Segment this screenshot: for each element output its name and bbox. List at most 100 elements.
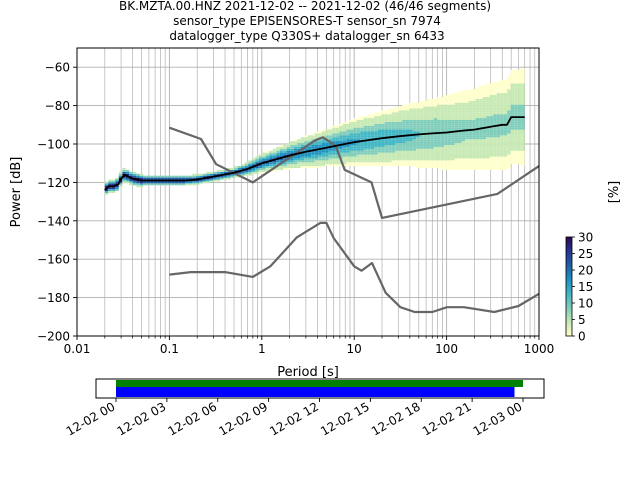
density-cell: [451, 108, 455, 111]
density-cell: [325, 148, 329, 151]
density-cell: [356, 121, 361, 124]
density-cell: [451, 144, 455, 147]
density-cell: [412, 137, 417, 140]
density-cell: [444, 108, 448, 111]
density-cell: [489, 127, 494, 130]
density-cell: [384, 116, 389, 119]
x-tick-label: 0.1: [160, 342, 179, 356]
density-cell: [419, 162, 424, 165]
density-cell: [269, 162, 273, 165]
density-cell: [440, 110, 445, 113]
density-cell: [426, 146, 431, 149]
density-cell: [482, 158, 487, 161]
density-cell: [269, 156, 273, 159]
density-cell: [374, 144, 378, 147]
coverage-bar-blue: [116, 387, 515, 397]
density-cell: [388, 148, 392, 151]
density-cell: [370, 144, 375, 147]
density-cell: [433, 146, 438, 149]
density-cell: [374, 152, 378, 155]
density-cell: [272, 150, 277, 153]
density-cell: [143, 175, 147, 178]
density-cell: [269, 154, 273, 157]
density-cell: [468, 127, 473, 130]
density-cell: [461, 123, 466, 126]
density-cell: [458, 158, 462, 161]
density-cell: [276, 160, 280, 163]
density-cell: [353, 137, 357, 140]
density-cell: [479, 114, 483, 117]
density-cell: [405, 112, 410, 115]
density-cell: [503, 110, 508, 113]
density-cell: [374, 143, 378, 145]
density-cell: [444, 135, 448, 138]
density-cell: [391, 121, 396, 124]
density-cell: [206, 177, 210, 180]
density-cell: [507, 89, 511, 92]
colorbar-tick-label: 20: [578, 264, 593, 278]
density-cell: [447, 150, 452, 153]
density-cell: [314, 164, 319, 167]
density-cell: [521, 87, 525, 90]
density-cell: [479, 144, 483, 147]
density-cell: [314, 143, 319, 145]
density-cell: [318, 164, 322, 167]
density-cell: [486, 121, 490, 124]
density-cell: [510, 154, 515, 157]
density-cell: [472, 166, 476, 168]
density-cell: [283, 154, 287, 157]
density-cell: [125, 181, 130, 184]
density-cell: [195, 183, 200, 186]
density-cell: [108, 179, 112, 182]
density-cell: [454, 98, 459, 101]
density-cell: [405, 114, 410, 117]
density-cell: [496, 144, 501, 147]
density-cell: [503, 127, 508, 130]
density-cell: [118, 185, 123, 188]
density-cell: [503, 85, 508, 88]
density-cell: [423, 158, 427, 161]
density-cell: [451, 104, 455, 107]
density-cell: [514, 77, 518, 80]
density-cell: [451, 154, 455, 157]
density-cell: [461, 152, 466, 155]
density-cell: [360, 125, 364, 128]
density-cell: [353, 121, 357, 124]
density-cell: [398, 123, 403, 126]
density-cell: [409, 123, 413, 126]
density-cell: [426, 156, 431, 159]
density-cell: [297, 154, 301, 157]
density-cell: [514, 120, 518, 122]
density-cell: [472, 91, 476, 94]
density-cell: [475, 98, 480, 101]
density-cell: [517, 77, 522, 80]
density-cell: [346, 150, 350, 153]
density-cell: [381, 148, 385, 151]
density-cell: [472, 139, 476, 142]
density-cell: [136, 181, 140, 184]
density-cell: [472, 135, 476, 138]
density-cell: [290, 146, 294, 149]
density-cell: [472, 110, 476, 113]
density-cell: [412, 131, 417, 134]
density-cell: [454, 95, 459, 97]
density-cell: [503, 104, 508, 107]
density-cell: [384, 127, 389, 130]
density-cell: [430, 148, 434, 151]
density-cell: [430, 156, 434, 159]
density-cell: [321, 129, 326, 132]
density-cell: [521, 137, 525, 140]
density-cell: [300, 156, 305, 159]
density-cell: [349, 127, 354, 130]
density-cell: [230, 169, 235, 172]
density-cell: [349, 158, 354, 161]
density-cell: [412, 123, 417, 126]
density-cell: [430, 146, 434, 149]
density-cell: [496, 104, 501, 107]
density-cell: [486, 133, 490, 136]
density-cell: [468, 146, 473, 149]
density-cell: [377, 154, 382, 157]
density-cell: [419, 160, 424, 163]
density-cell: [325, 164, 329, 167]
density-cell: [489, 116, 494, 119]
